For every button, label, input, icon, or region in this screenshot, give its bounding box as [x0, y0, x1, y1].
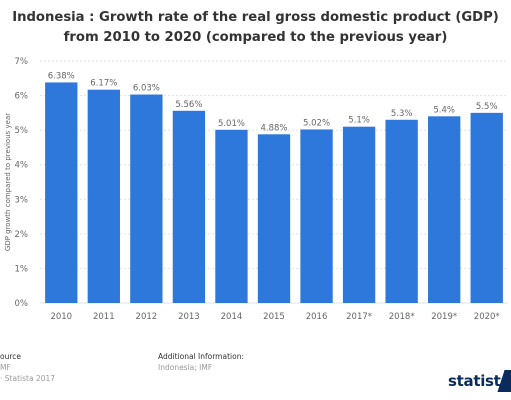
x-tick-label: 2019*	[431, 312, 457, 322]
value-labels: 6.38% 6.17% 6.03% 5.56% 5.01% 4.88% 5.02% 5.1% 5…	[48, 71, 498, 133]
bar[interactable]	[215, 129, 248, 303]
bar[interactable]	[45, 82, 78, 303]
data-label: 6.17%	[90, 79, 117, 89]
x-tick-label: 2016	[306, 312, 328, 322]
additional-info-heading: Additional Information:	[158, 352, 244, 361]
data-label: 5.3%	[391, 109, 413, 119]
y-tick-label: 4%	[15, 161, 29, 171]
data-label: 5.02%	[303, 118, 330, 128]
chart-title-line-1: Indonesia : Growth rate of the real gros…	[12, 10, 499, 25]
x-tick-label: 2014	[221, 312, 243, 322]
y-axis-label: GDP growth compared to previous year	[4, 113, 12, 251]
bars	[45, 82, 503, 304]
x-tick-label: 2018*	[389, 312, 415, 322]
chart-title: Indonesia : Growth rate of the real gros…	[0, 8, 511, 48]
bar[interactable]	[130, 94, 163, 303]
x-tick-label: 2015	[263, 312, 285, 322]
source-block: ource MF · Statista 2017	[0, 351, 55, 384]
x-tick-label: 2017*	[346, 312, 372, 322]
data-label: 5.01%	[218, 119, 245, 129]
y-tick-label: 7%	[15, 57, 29, 67]
y-tick-label: 5%	[15, 126, 29, 136]
bar[interactable]	[172, 110, 206, 303]
x-tick-label: 2020*	[474, 312, 500, 322]
y-tick-label: 1%	[15, 264, 29, 274]
bar[interactable]	[87, 89, 120, 304]
data-label: 5.5%	[476, 102, 498, 112]
data-label: 4.88%	[260, 123, 287, 133]
x-tick-label: 2010	[50, 312, 72, 322]
bar[interactable]	[300, 129, 333, 303]
data-label: 6.03%	[133, 84, 160, 94]
y-tick-label: 6%	[15, 92, 29, 102]
x-axis-ticks: 2010 2011 2012 2013 2014 2015 2016 2017* 2018* 20…	[50, 312, 499, 322]
data-label: 6.38%	[48, 71, 75, 81]
additional-info-block: Additional Information: Indonesia; IMF	[158, 351, 244, 373]
data-label: 5.1%	[348, 116, 370, 126]
data-label: 5.56%	[175, 100, 202, 110]
chart-title-line-2: from 2010 to 2020 (compared to the previ…	[63, 30, 448, 45]
bar[interactable]	[342, 126, 376, 303]
source-heading: ource	[0, 352, 21, 361]
bar[interactable]	[257, 134, 291, 303]
bar[interactable]	[385, 119, 418, 304]
source-line-1: MF	[0, 363, 11, 372]
bar[interactable]	[428, 116, 461, 303]
y-tick-label: 0%	[15, 299, 29, 309]
y-tick-label: 2%	[15, 230, 29, 240]
x-tick-label: 2013	[178, 312, 200, 322]
y-axis-ticks: 0% 1% 2% 3% 4% 5% 6% 7%	[15, 57, 29, 309]
statista-logo[interactable]: statista	[448, 372, 511, 390]
y-tick-label: 3%	[15, 195, 29, 205]
source-line-2: · Statista 2017	[0, 374, 56, 383]
data-label: 5.4%	[433, 105, 455, 115]
additional-info-line: Indonesia; IMF	[158, 363, 213, 372]
x-tick-label: 2011	[93, 312, 115, 322]
x-tick-label: 2012	[136, 312, 158, 322]
bar[interactable]	[470, 112, 503, 303]
